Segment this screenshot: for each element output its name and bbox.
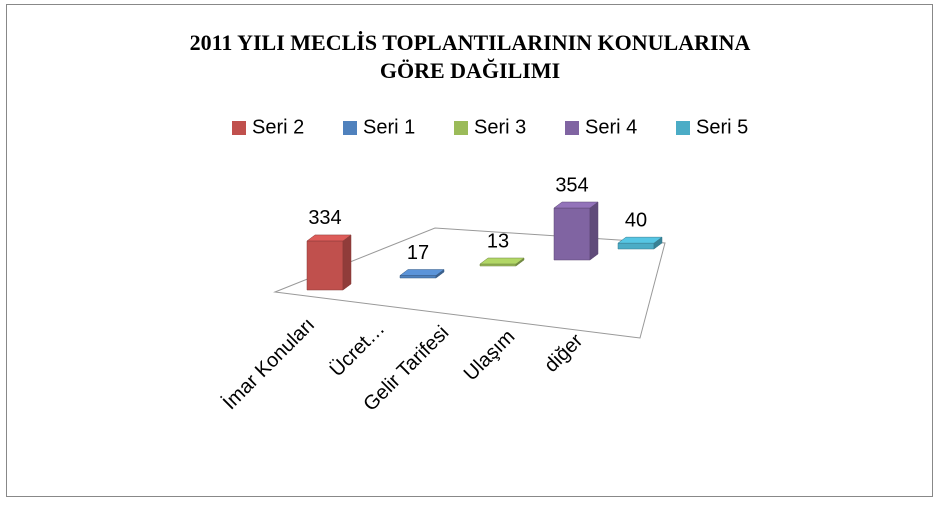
data-label: 334: [308, 207, 341, 229]
legend-label: Seri 5: [696, 116, 748, 138]
legend-swatch: [676, 121, 690, 135]
bar-face: [306, 240, 344, 291]
bar: [479, 257, 525, 267]
chart-frame: [6, 4, 933, 497]
bar-face: [617, 242, 655, 250]
legend-label: Seri 2: [252, 116, 304, 138]
data-label: 354: [555, 174, 588, 196]
legend-swatch: [232, 121, 246, 135]
chart-subtitle: GÖRE DAĞILIMI: [380, 58, 560, 83]
floor: [273, 227, 666, 339]
legend-swatch: [343, 121, 357, 135]
bar: [306, 234, 352, 291]
bar-face: [342, 234, 352, 291]
bar-face: [399, 269, 445, 276]
data-label: 17: [407, 242, 429, 264]
data-label: 13: [487, 230, 509, 252]
legend-label: Seri 1: [363, 116, 415, 138]
bar: [617, 236, 663, 250]
bar-face: [617, 236, 663, 244]
bar-face: [553, 201, 599, 209]
chart-title: 2011 YILI MECLİS TOPLANTILARININ KONULAR…: [190, 30, 751, 55]
legend-swatch: [565, 121, 579, 135]
bar: [399, 269, 445, 279]
bar-face: [589, 201, 599, 261]
bar-face: [479, 263, 517, 267]
bar-face: [479, 257, 525, 265]
legend-label: Seri 4: [585, 116, 637, 138]
bar-face: [399, 275, 437, 279]
data-label: 40: [625, 209, 647, 231]
bar-face: [553, 207, 591, 261]
legend-swatch: [454, 121, 468, 135]
bar-face: [306, 234, 352, 242]
legend-label: Seri 3: [474, 116, 526, 138]
bar: [553, 201, 599, 261]
